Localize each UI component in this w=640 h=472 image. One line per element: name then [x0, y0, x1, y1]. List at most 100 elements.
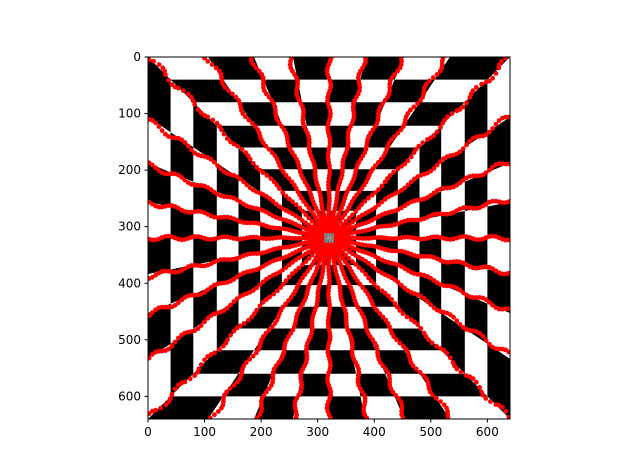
checker-tile [216, 215, 239, 238]
data-point [337, 252, 343, 258]
data-point [372, 190, 378, 196]
checker-tile [329, 125, 352, 148]
data-point [253, 350, 259, 356]
data-point [343, 314, 349, 320]
checker-tile [238, 306, 283, 329]
data-point [270, 198, 276, 204]
data-point [195, 107, 201, 112]
data-point [503, 57, 508, 61]
data-point [185, 91, 191, 97]
data-point [266, 327, 272, 333]
data-point [286, 298, 291, 303]
data-point [440, 57, 446, 61]
data-point [430, 392, 435, 398]
data-point [379, 199, 385, 205]
data-point [506, 161, 510, 167]
y-tick-label: 600 [118, 389, 141, 403]
data-point [148, 236, 152, 242]
data-point [250, 120, 255, 126]
data-point [176, 335, 181, 341]
checker-tile [434, 57, 510, 80]
data-point [257, 412, 263, 418]
data-point [399, 57, 402, 58]
data-point [181, 88, 186, 94]
data-point [398, 57, 404, 61]
data-point [153, 165, 159, 171]
data-point [360, 285, 366, 290]
data-point [228, 302, 233, 308]
data-point [346, 255, 352, 261]
checker-tile [441, 313, 465, 374]
data-point [395, 130, 401, 136]
checker-tile [464, 238, 488, 270]
data-point [399, 164, 404, 169]
data-point [227, 386, 233, 391]
data-point [179, 332, 185, 338]
data-point [209, 62, 215, 67]
x-tick-label: 400 [363, 425, 386, 439]
data-point [166, 399, 172, 404]
data-point [392, 133, 397, 139]
data-point [457, 107, 463, 112]
data-point [328, 57, 334, 61]
data-point [305, 268, 310, 274]
data-point [286, 262, 292, 268]
data-point [487, 167, 492, 173]
data-point [280, 281, 286, 287]
data-point [420, 140, 426, 146]
data-point [343, 218, 349, 224]
data-point [269, 150, 275, 156]
data-point [293, 268, 299, 274]
data-point [192, 102, 198, 107]
data-point [399, 188, 404, 193]
checker-tile [254, 396, 298, 419]
checker-tile [404, 102, 465, 126]
data-point [291, 57, 293, 58]
data-point [490, 302, 495, 308]
data-point [457, 149, 463, 155]
data-point [433, 396, 439, 401]
data-point [309, 218, 315, 224]
data-point [444, 350, 450, 356]
checker-tile [297, 373, 329, 397]
data-point [506, 237, 510, 243]
data-point [213, 65, 219, 71]
data-point [293, 418, 296, 419]
data-point [306, 215, 312, 221]
data-point [425, 299, 430, 304]
checker-tile [376, 169, 398, 207]
data-point [243, 150, 249, 156]
data-point [266, 386, 272, 391]
data-point [266, 146, 272, 152]
data-point [151, 58, 157, 64]
data-point [346, 215, 352, 221]
data-point [356, 189, 362, 195]
data-point [509, 115, 510, 118]
data-point [244, 182, 250, 188]
data-point [506, 199, 510, 204]
data-point [148, 118, 149, 121]
data-point [182, 140, 188, 145]
data-point [224, 214, 230, 220]
data-point [451, 314, 456, 320]
data-point [208, 284, 214, 290]
x-axis: 0 100 200 300 400 500 600 [144, 419, 499, 439]
data-point [156, 168, 162, 174]
y-tick-label: 400 [118, 276, 141, 290]
data-point [212, 412, 217, 418]
data-point [169, 82, 175, 87]
data-point [208, 313, 214, 318]
data-point [153, 307, 159, 313]
data-point [416, 143, 422, 149]
data-point [376, 202, 381, 208]
checker-tile [487, 269, 510, 313]
data-point [376, 187, 381, 193]
y-axis: 0 100 200 300 400 500 600 [118, 50, 148, 403]
data-point [493, 121, 499, 127]
checker-tile [464, 79, 488, 148]
checker-tile [441, 147, 465, 192]
data-point [434, 162, 440, 168]
data-point [274, 288, 280, 294]
checker-tile [193, 350, 254, 374]
